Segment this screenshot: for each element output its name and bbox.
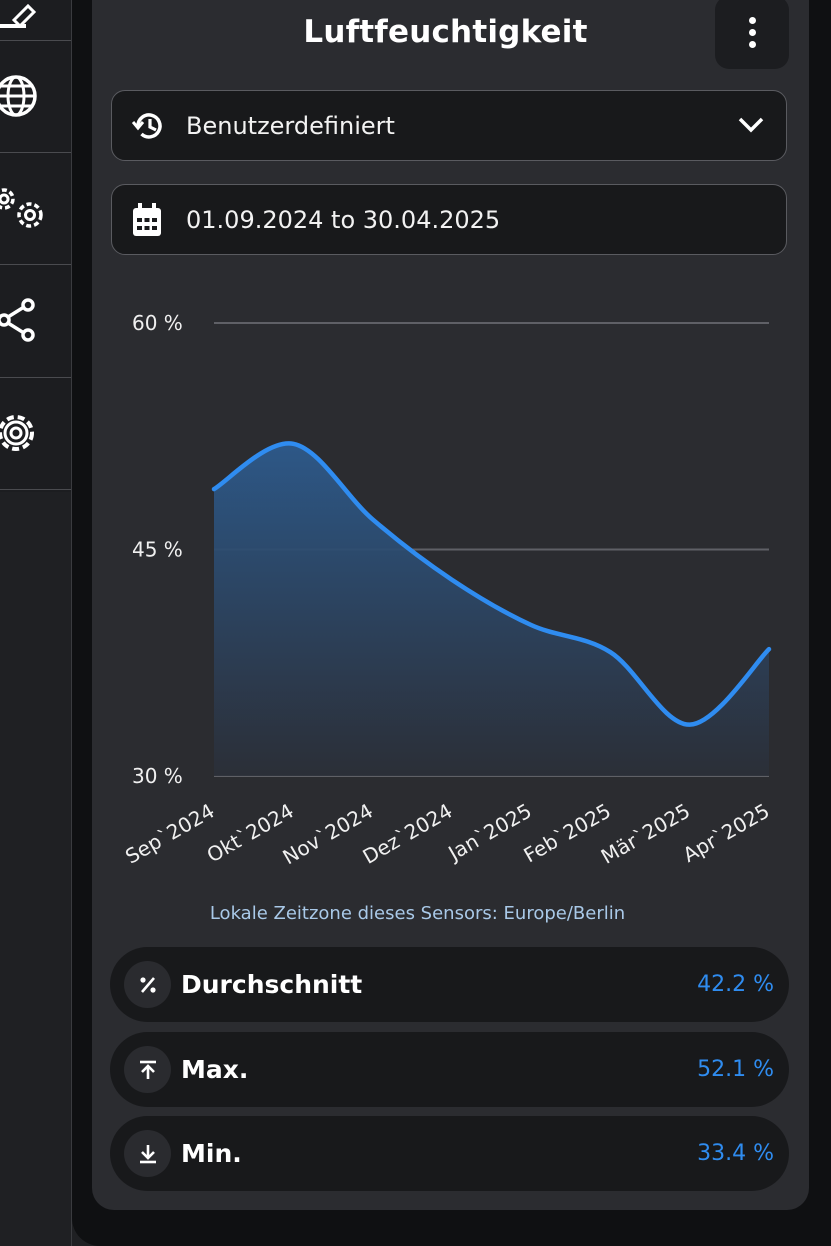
- arrow-up-to-line-icon: [139, 1060, 156, 1079]
- edit-icon: [0, 3, 37, 29]
- sidebar-item-settings[interactable]: [0, 377, 71, 490]
- stat-min: Min. 33.4 %: [110, 1116, 789, 1191]
- calendar-icon: [133, 203, 161, 236]
- y-tick-label: 30 %: [132, 764, 183, 788]
- more-vert-icon: [748, 17, 756, 24]
- date-range-value: 01.09.2024 to 30.04.2025: [186, 206, 501, 234]
- range-select[interactable]: Benutzerdefiniert: [111, 90, 787, 161]
- history-icon: [132, 113, 162, 139]
- stat-average-value: 42.2 %: [697, 972, 774, 997]
- sidebar-item-share[interactable]: [0, 265, 71, 378]
- chevron-down-icon: [738, 117, 764, 133]
- x-tick-label: Feb`2025: [520, 799, 615, 868]
- chart-area-fill: [214, 443, 769, 776]
- sidebar: [0, 0, 71, 492]
- stat-min-value: 33.4 %: [697, 1141, 774, 1166]
- x-tick-label: Apr`2025: [679, 799, 774, 868]
- card-title: Luftfeuchtigkeit: [303, 14, 588, 50]
- sidebar-divider: [71, 0, 72, 1246]
- range-select-value: Benutzerdefiniert: [186, 112, 395, 140]
- x-tick-label: Nov`2024: [279, 799, 378, 870]
- stat-max-label: Max.: [181, 1055, 249, 1084]
- gear-icon: [0, 415, 34, 451]
- stat-max-value: 52.1 %: [697, 1057, 774, 1082]
- stat-average: Durchschnitt 42.2 %: [110, 947, 789, 1022]
- share-icon: [0, 298, 35, 342]
- y-tick-label: 45 %: [132, 538, 183, 562]
- timezone-note: Lokale Zeitzone dieses Sensors: Europe/B…: [209, 903, 626, 924]
- humidity-chart: 30 %45 %60 % Sep`2024Okt`2024Nov`2024Dez…: [121, 311, 774, 870]
- x-tick-label: Sep`2024: [121, 799, 218, 869]
- gears-icon: [0, 188, 43, 228]
- sidebar-item-edit[interactable]: [0, 0, 71, 41]
- x-tick-label: Dez`2024: [359, 799, 457, 869]
- chart-line: [211, 441, 772, 727]
- sidebar-item-gears[interactable]: [0, 152, 71, 265]
- more-menu-button[interactable]: [715, 0, 789, 69]
- stat-average-label: Durchschnitt: [181, 970, 363, 999]
- percent-icon: [139, 976, 156, 993]
- arrow-down-to-line-icon: [139, 1144, 156, 1163]
- x-tick-label: Jan`2025: [442, 799, 535, 867]
- stat-min-label: Min.: [181, 1139, 242, 1168]
- date-range-field[interactable]: 01.09.2024 to 30.04.2025: [111, 184, 787, 255]
- sidebar-item-globe[interactable]: [0, 40, 71, 153]
- x-tick-label: Mär`2025: [597, 799, 694, 869]
- y-tick-label: 60 %: [132, 311, 183, 335]
- stat-max: Max. 52.1 %: [110, 1032, 789, 1107]
- globe-icon: [0, 75, 37, 117]
